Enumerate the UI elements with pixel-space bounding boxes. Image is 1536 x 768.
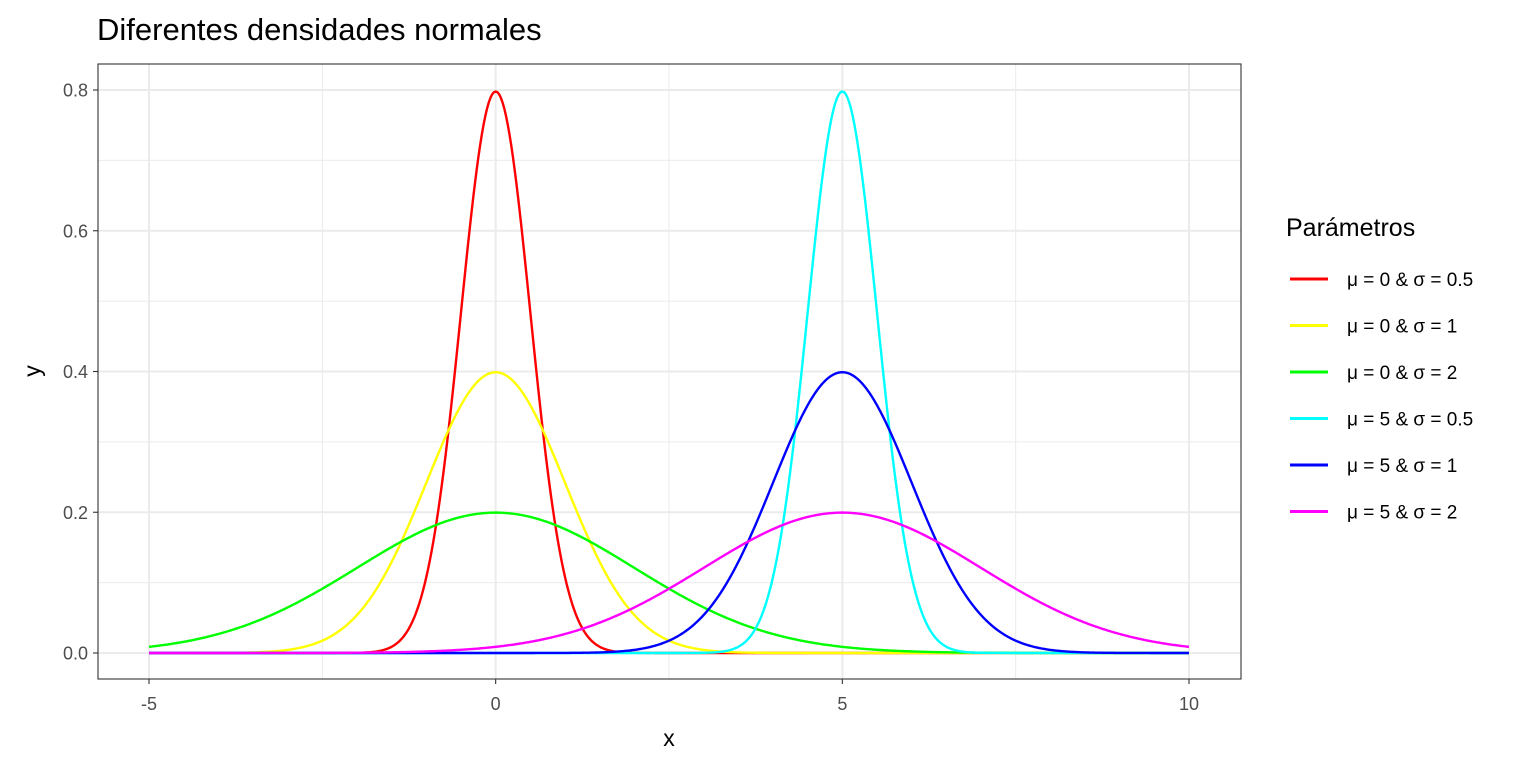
legend-title: Parámetros — [1286, 214, 1415, 242]
y-tick-label: 0.8 — [63, 81, 88, 101]
x-tick-label: -5 — [141, 694, 157, 714]
y-tick-label: 0.6 — [63, 221, 88, 241]
legend-label: μ = 5 & σ = 2 — [1347, 503, 1457, 524]
x-tick-label: 10 — [1179, 694, 1199, 714]
y-axis: 0.0 0.2 0.4 0.6 0.8 — [63, 81, 98, 664]
series-lines — [148, 90, 1190, 655]
chart-title: Diferentes densidades normales — [97, 12, 542, 47]
legend-item: μ = 0 & σ = 1 — [1290, 317, 1457, 338]
legend-label: μ = 5 & σ = 0.5 — [1347, 410, 1473, 431]
legend-item: μ = 5 & σ = 2 — [1290, 503, 1457, 524]
x-axis: -5 0 5 10 — [141, 679, 1199, 714]
x-axis-title: x — [663, 725, 675, 751]
legend-label: μ = 0 & σ = 2 — [1347, 363, 1457, 384]
legend-items: μ = 0 & σ = 0.5 μ = 0 & σ = 1 μ = 0 & σ = … — [1290, 270, 1473, 524]
legend-item: μ = 0 & σ = 2 — [1290, 363, 1457, 384]
plot-panel — [97, 63, 1242, 680]
y-axis-title: y — [19, 365, 45, 377]
legend: Parámetros μ = 0 & σ = 0.5μ = 0 & σ = 1μ… — [1286, 214, 1473, 524]
legend-item: μ = 5 & σ = 0.5 — [1290, 410, 1473, 431]
x-tick-label: 5 — [837, 694, 847, 714]
y-tick-label: 0.0 — [63, 644, 88, 664]
y-tick-label: 0.4 — [63, 362, 88, 382]
y-tick-label: 0.2 — [63, 503, 88, 523]
legend-label: μ = 5 & σ = 1 — [1347, 456, 1457, 477]
legend-label: μ = 0 & σ = 1 — [1347, 317, 1457, 338]
legend-label: μ = 0 & σ = 0.5 — [1347, 270, 1473, 291]
legend-item: μ = 5 & σ = 1 — [1290, 456, 1457, 477]
x-tick-label: 0 — [491, 694, 501, 714]
series-line — [149, 511, 1190, 655]
legend-item: μ = 0 & σ = 0.5 — [1290, 270, 1473, 291]
